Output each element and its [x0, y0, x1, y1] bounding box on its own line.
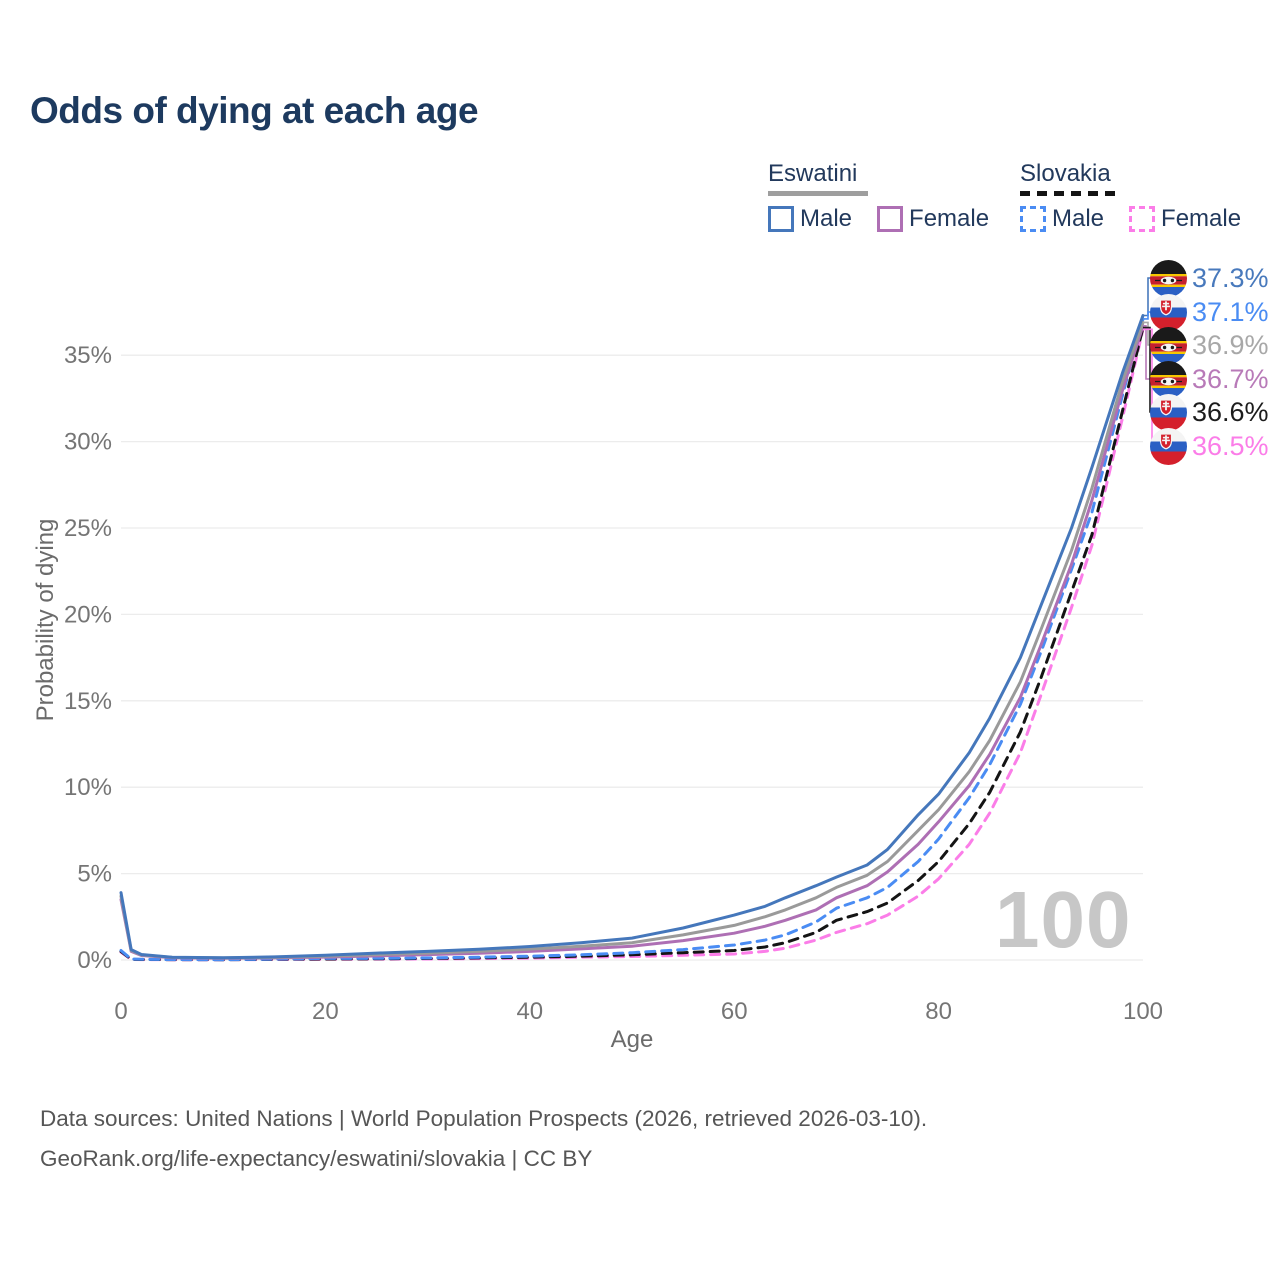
slovakia-male-swatch [1020, 206, 1046, 232]
y-tick-label: 0% [77, 947, 112, 974]
page-title: Odds of dying at each age [30, 90, 479, 131]
y-tick-label: 10% [64, 774, 112, 801]
attribution-line: GeoRank.org/life-expectancy/eswatini/slo… [40, 1146, 593, 1171]
series-line-svk_m[interactable] [119, 317, 1145, 962]
end-label-connector [1143, 325, 1152, 380]
legend-items-eswatini: Male Female [768, 205, 989, 233]
end-label-connector [1143, 277, 1152, 317]
x-tick-label: 0 [114, 998, 127, 1025]
eswatini-total-line-sample [768, 191, 868, 196]
legend-label: Female [1161, 205, 1242, 232]
x-tick-label: 20 [312, 998, 339, 1025]
legend-header-eswatini-label: Eswatini [768, 160, 858, 187]
eswatini-male-swatch [768, 206, 794, 232]
series-line-svk_t[interactable] [119, 326, 1145, 962]
series-line-esw_t[interactable] [119, 320, 1145, 960]
y-axis-title: Probability of dying [32, 518, 59, 722]
legend-label: Female [909, 205, 990, 232]
legend-label: Male [800, 205, 853, 232]
x-tick-label: 80 [925, 998, 952, 1025]
legend-header-slovakia-label: Slovakia [1020, 160, 1111, 187]
slovakia-total-line-sample [1020, 191, 1115, 196]
legend-group-eswatini: Eswatini Male Female [768, 160, 989, 233]
x-tick-label: 40 [516, 998, 543, 1025]
series-line-esw_f[interactable] [119, 324, 1145, 960]
legend-group-slovakia: Slovakia Male Female [1020, 160, 1241, 233]
age-watermark: 100 [995, 875, 1132, 964]
y-tick-label: 15% [64, 688, 112, 715]
y-tick-label: 25% [64, 515, 112, 542]
x-tick-label: 60 [721, 998, 748, 1025]
legend-items-slovakia: Male Female [1020, 205, 1241, 233]
x-axis-title: Age [610, 1026, 654, 1053]
legend-label: Male [1052, 205, 1105, 232]
eswatini-female-swatch [877, 206, 904, 232]
legend-header-eswatini[interactable]: Eswatini [768, 160, 989, 196]
slovakia-female-swatch [1129, 206, 1156, 232]
y-tick-label: 5% [77, 861, 112, 888]
legend-item-eswatini-female[interactable]: Female [877, 205, 989, 233]
y-tick-label: 35% [64, 342, 112, 369]
legend-item-slovakia-male[interactable]: Male [1020, 205, 1104, 233]
series-line-svk_f[interactable] [119, 327, 1145, 962]
legend-item-slovakia-female[interactable]: Female [1129, 205, 1241, 233]
y-tick-label: 20% [64, 601, 112, 628]
legend-item-eswatini-male[interactable]: Male [768, 205, 852, 233]
series-line-esw_m[interactable] [119, 314, 1145, 960]
y-tick-label: 30% [64, 429, 112, 456]
x-tick-label: 100 [1123, 998, 1163, 1025]
data-sources-line: Data sources: United Nations | World Pop… [40, 1106, 928, 1131]
legend-header-slovakia[interactable]: Slovakia [1020, 160, 1241, 196]
